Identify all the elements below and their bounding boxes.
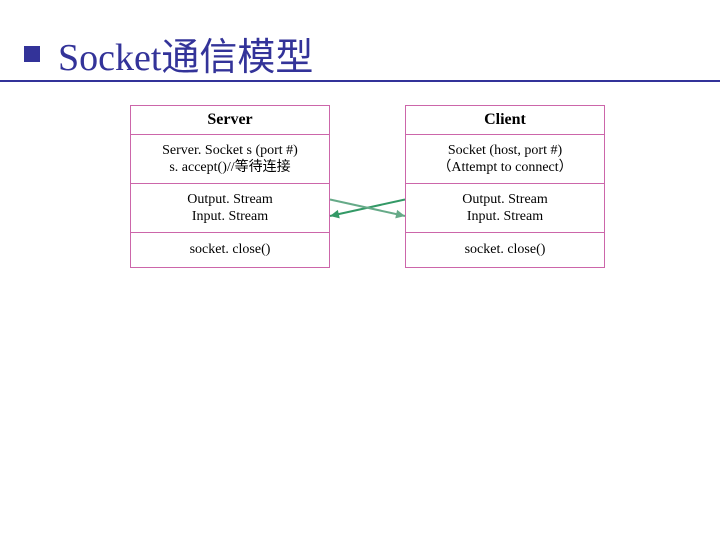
client-header: Client: [405, 105, 605, 135]
slide-title: Socket通信模型: [58, 26, 313, 81]
client-row-1: Output. StreamInput. Stream: [405, 183, 605, 233]
client-row-1-line: Input. Stream: [467, 208, 543, 226]
server-row-0-line: Server. Socket s (port #): [162, 142, 298, 160]
client-row-0-line: Socket (host, port #): [448, 142, 562, 160]
server-row-0: Server. Socket s (port #)s. accept()//等待…: [130, 134, 330, 184]
server-header: Server: [130, 105, 330, 135]
server-row-1-line: Output. Stream: [187, 191, 273, 209]
client-row-0-line: （Attempt to connect）: [437, 159, 572, 177]
cross-arrow: [330, 200, 405, 217]
cross-arrow-head: [395, 210, 405, 218]
server-row-1: Output. StreamInput. Stream: [130, 183, 330, 233]
client-row-0: Socket (host, port #)（Attempt to connect…: [405, 134, 605, 184]
server-row-2: socket. close(): [130, 232, 330, 268]
cross-arrow: [330, 200, 405, 217]
title-underline: [0, 80, 720, 82]
client-row-1-line: Output. Stream: [462, 191, 548, 209]
server-row-1-line: Input. Stream: [192, 208, 268, 226]
server-row-0-line: s. accept()//等待连接: [169, 159, 290, 177]
server-row-2-line: socket. close(): [190, 241, 271, 259]
slide-title-block: Socket通信模型: [24, 26, 313, 81]
cross-arrow-head: [330, 210, 340, 218]
client-row-2-line: socket. close(): [465, 241, 546, 259]
title-bullet-icon: [24, 46, 40, 62]
client-row-2: socket. close(): [405, 232, 605, 268]
